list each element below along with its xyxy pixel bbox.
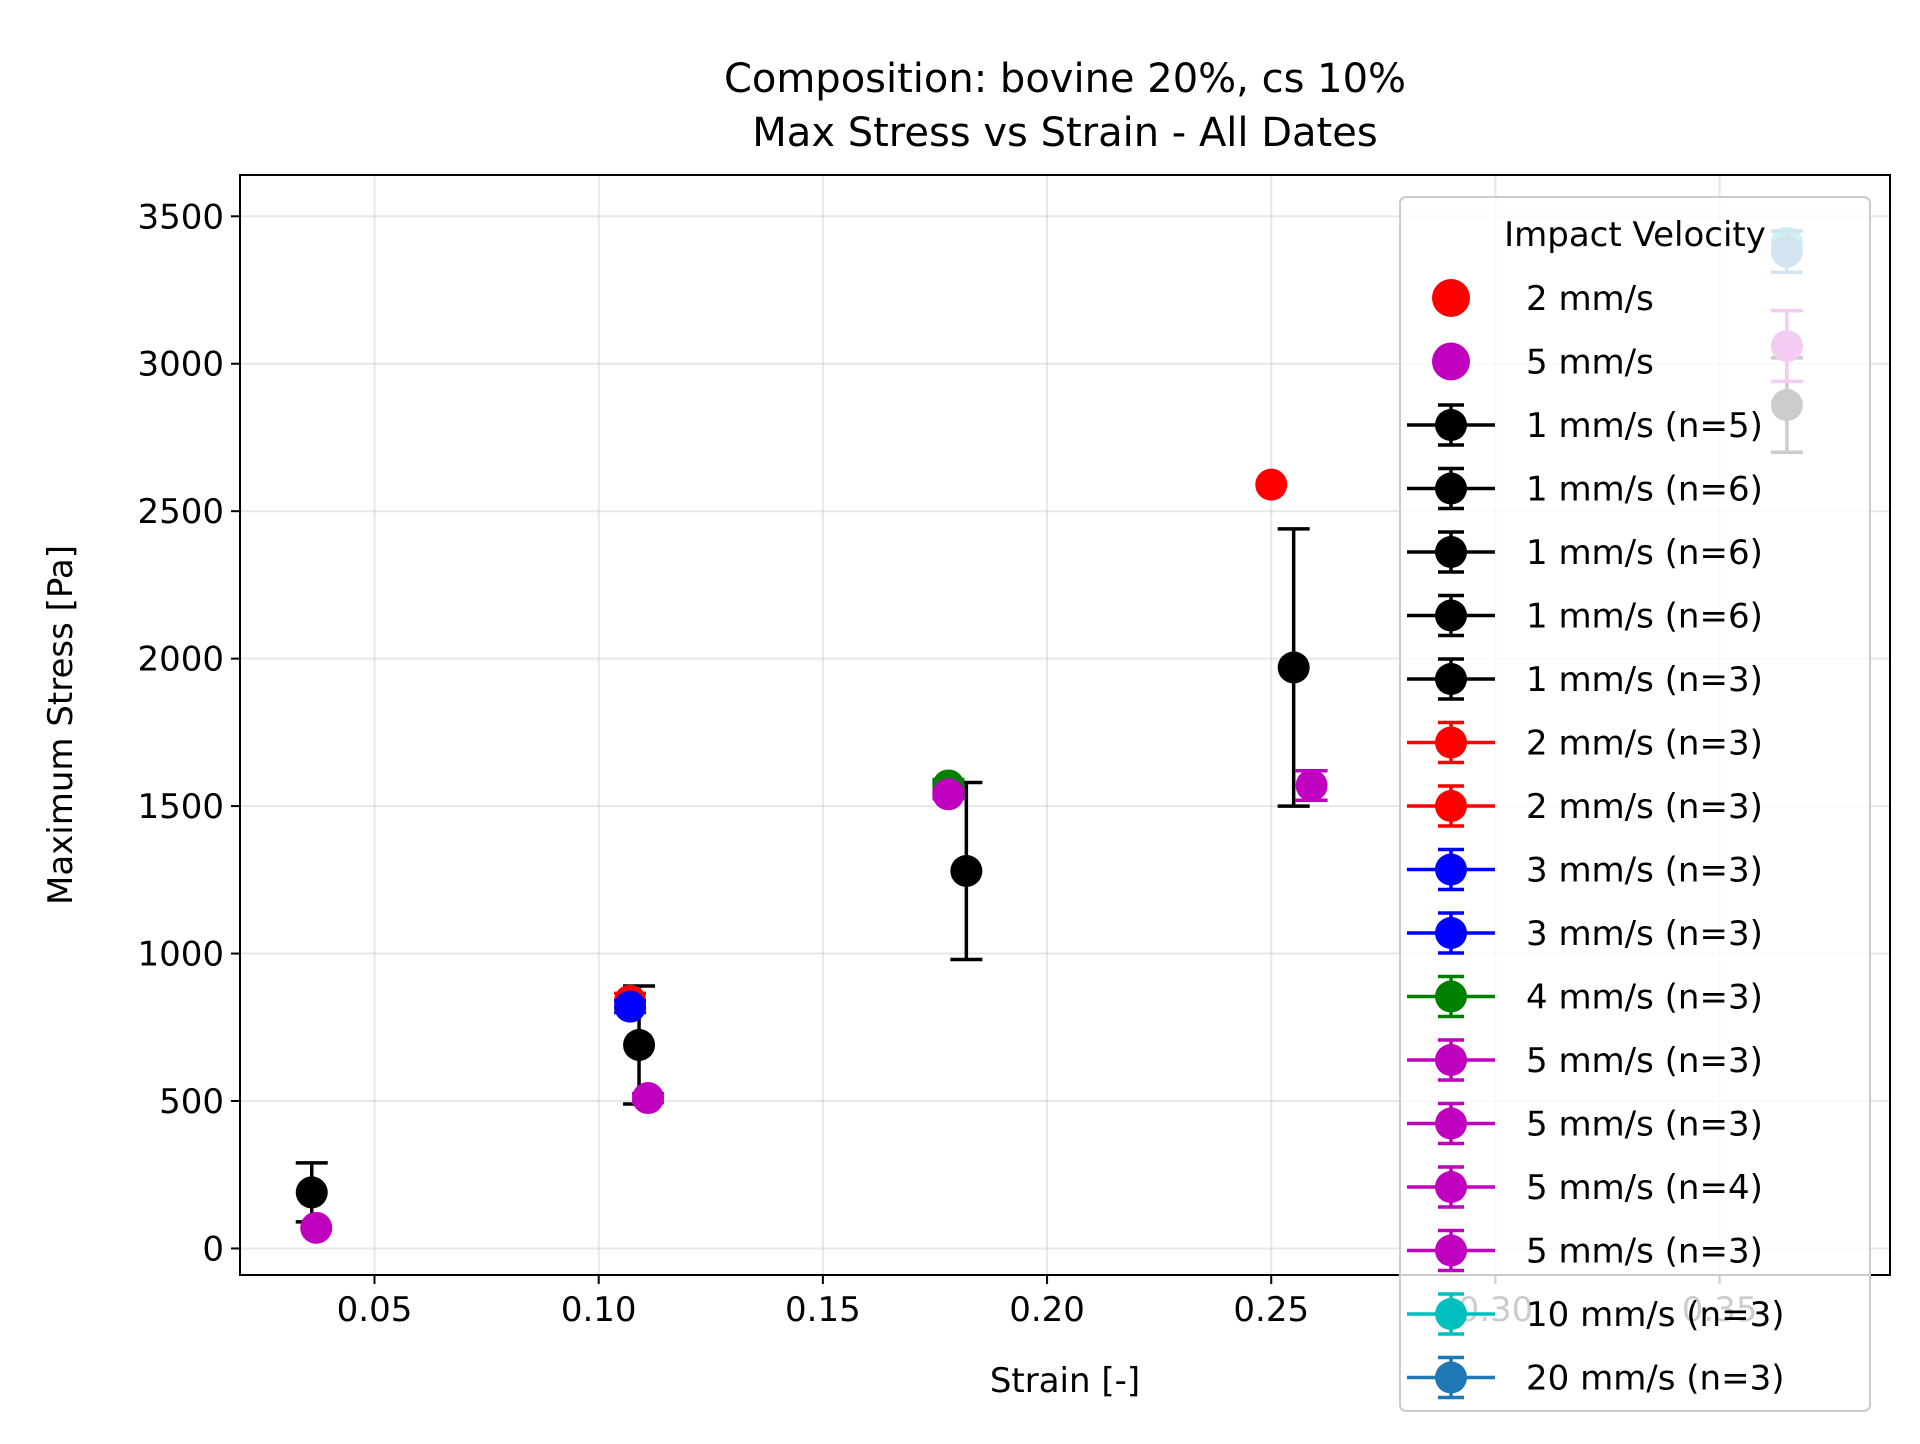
- legend-label: 2 mm/s: [1526, 279, 1654, 319]
- legend-label: 5 mm/s (n=3): [1526, 1105, 1763, 1145]
- legend-label: 2 mm/s (n=3): [1526, 787, 1763, 827]
- legend-marker: [1435, 790, 1467, 822]
- legend-label: 5 mm/s (n=3): [1526, 1041, 1763, 1081]
- x-tick-label: 0.25: [1233, 1290, 1309, 1330]
- legend-marker: [1435, 472, 1467, 505]
- legend-marker: [1432, 342, 1470, 381]
- x-axis-label: Strain [-]: [990, 1361, 1140, 1401]
- legend-marker: [1435, 726, 1467, 759]
- legend-label: 3 mm/s (n=3): [1526, 851, 1763, 891]
- legend-label: 20 mm/s (n=3): [1526, 1359, 1785, 1399]
- y-tick-label: 2000: [137, 640, 224, 680]
- data-point: [950, 854, 983, 887]
- data-point: [932, 778, 965, 811]
- y-tick-label: 500: [159, 1082, 224, 1122]
- legend-label: 1 mm/s (n=3): [1526, 660, 1763, 700]
- legend-label: 1 mm/s (n=5): [1526, 406, 1763, 446]
- y-tick-label: 2500: [137, 492, 224, 532]
- y-tick-label: 0: [202, 1229, 224, 1269]
- data-point: [1277, 651, 1310, 684]
- legend-marker: [1435, 1107, 1467, 1140]
- legend-marker: [1435, 853, 1467, 886]
- data-point: [1255, 468, 1288, 501]
- legend-marker: [1435, 663, 1467, 695]
- legend-label: 3 mm/s (n=3): [1526, 914, 1763, 954]
- data-point: [295, 1176, 328, 1209]
- y-tick-label: 3500: [137, 197, 224, 237]
- legend-label: 2 mm/s (n=3): [1526, 724, 1763, 764]
- legend-label: 1 mm/s (n=6): [1526, 597, 1763, 637]
- data-point: [632, 1082, 665, 1115]
- y-axis-label: Maximum Stress [Pa]: [41, 545, 81, 905]
- legend-label: 1 mm/s (n=6): [1526, 533, 1763, 573]
- legend-label: 4 mm/s (n=3): [1526, 978, 1763, 1018]
- data-point: [614, 990, 647, 1023]
- x-tick-label: 0.20: [1009, 1290, 1085, 1330]
- legend-box: [1399, 196, 1871, 1412]
- legend-title: Impact Velocity: [1504, 215, 1766, 255]
- legend-marker: [1435, 599, 1467, 632]
- y-tick-label: 3000: [137, 345, 224, 385]
- legend-entries: 2 mm/s 5 mm/s 1 mm/s (n=5) 1 mm/s (n=6) 1 mm…: [1407, 279, 1785, 1400]
- legend-label: 10 mm/s (n=3): [1526, 1295, 1785, 1335]
- legend-marker: [1435, 1361, 1467, 1394]
- legend-marker: [1435, 409, 1467, 441]
- chart-title: Composition: bovine 20%, cs 10%: [724, 56, 1406, 102]
- legend-marker: [1432, 279, 1470, 317]
- data-point: [300, 1211, 333, 1244]
- legend-marker: [1435, 1171, 1467, 1203]
- data-point: [623, 1028, 656, 1061]
- legend-marker: [1435, 917, 1467, 949]
- legend-marker: [1435, 536, 1467, 568]
- data-point: [1295, 769, 1328, 802]
- legend-marker: [1435, 1044, 1467, 1076]
- legend-label: 5 mm/s (n=4): [1526, 1168, 1763, 1208]
- legend-label: 5 mm/s: [1526, 343, 1654, 383]
- legend: Impact Velocity 2 mm/s 5 mm/s 1 mm/s (n=5)…: [1399, 196, 1871, 1412]
- legend-label: 5 mm/s (n=3): [1526, 1232, 1763, 1272]
- x-tick-label: 0.10: [561, 1290, 637, 1330]
- x-tick-label: 0.15: [785, 1290, 861, 1330]
- y-tick-label: 1000: [137, 935, 224, 975]
- chart-subtitle: Max Stress vs Strain - All Dates: [752, 110, 1377, 156]
- plot-frame: [239, 174, 1891, 1276]
- x-tick-label: 0.05: [337, 1290, 413, 1330]
- legend-label: 1 mm/s (n=6): [1526, 470, 1763, 510]
- legend-marker: [1435, 1298, 1467, 1330]
- legend-marker: [1435, 980, 1467, 1013]
- legend-marker: [1435, 1234, 1467, 1267]
- y-tick-label: 1500: [137, 787, 224, 827]
